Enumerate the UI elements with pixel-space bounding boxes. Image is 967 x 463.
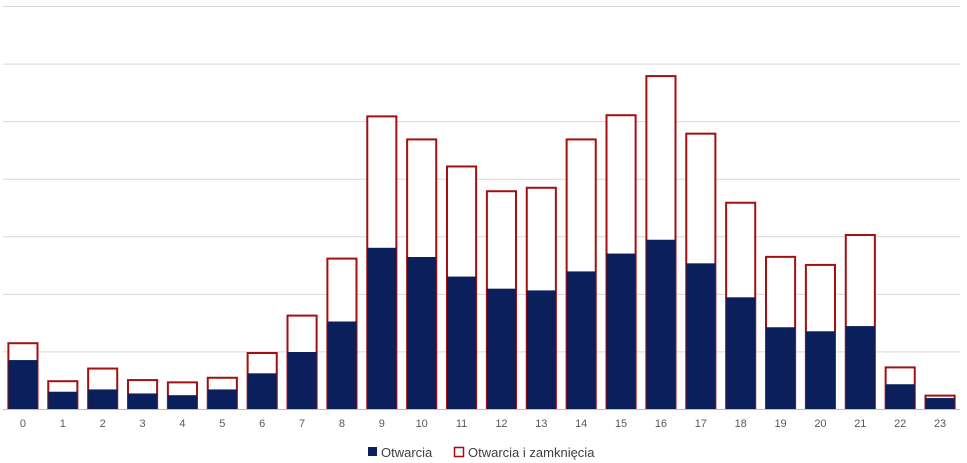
x-tick-label: 9 <box>379 418 385 430</box>
x-tick-label: 15 <box>615 418 627 430</box>
legend-label-otwarcia-i-zamkniecia: Otwarcia i zamknięcia <box>468 445 595 460</box>
x-tick-label: 13 <box>535 418 547 430</box>
x-tick-label: 18 <box>735 418 747 430</box>
bar-otwarcia <box>646 239 676 409</box>
bar-otwarcia <box>88 389 118 409</box>
bar-otwarcia <box>367 247 397 409</box>
bar-otwarcia <box>8 360 38 409</box>
x-tick-label: 10 <box>416 418 428 430</box>
gridlines <box>3 6 960 353</box>
bar-otwarcia <box>925 398 955 409</box>
bar-otwarcia <box>167 395 197 409</box>
x-tick-label: 4 <box>179 418 185 430</box>
x-tick-label: 16 <box>655 418 667 430</box>
bar-otwarcia <box>805 331 835 409</box>
bar-otwarcia <box>726 297 756 409</box>
legend-label-otwarcia: Otwarcia <box>381 445 433 460</box>
bar-otwarcia <box>447 276 477 409</box>
bar-otwarcia <box>407 257 437 409</box>
bar-otwarcia <box>486 288 516 409</box>
series-otwarcia <box>8 239 955 409</box>
x-tick-labels: 0 1 2 3 4 5 6 7 8 9 10 11 12 13 14 15 16 17 18 19 20 21 22 23 <box>20 418 946 430</box>
x-tick-label: 8 <box>339 418 345 430</box>
x-tick-label: 7 <box>299 418 305 430</box>
x-tick-label: 19 <box>774 418 786 430</box>
bar-otwarcia <box>766 327 796 409</box>
x-tick-label: 14 <box>575 418 587 430</box>
x-tick-label: 21 <box>854 418 866 430</box>
x-tick-label: 5 <box>219 418 225 430</box>
x-tick-label: 17 <box>695 418 707 430</box>
bar-otwarcia <box>606 253 636 409</box>
bar-otwarcia <box>207 389 237 409</box>
x-tick-label: 23 <box>934 418 946 430</box>
legend-swatch-otwarcia-i-zamkniecia <box>453 446 465 458</box>
x-tick-label: 2 <box>100 418 106 430</box>
bar-otwarcia <box>845 326 875 409</box>
bar-otwarcia <box>327 321 357 409</box>
bar-otwarcia <box>566 271 596 409</box>
bar-otwarcia <box>885 384 915 409</box>
bar-otwarcia <box>48 391 78 409</box>
x-tick-label: 0 <box>20 418 26 430</box>
bar-otwarcia <box>287 352 317 409</box>
x-tick-label: 20 <box>814 418 826 430</box>
bar-otwarcia <box>686 263 716 409</box>
x-tick-label: 6 <box>259 418 265 430</box>
x-tick-label: 12 <box>495 418 507 430</box>
legend: Otwarcia Otwarcia i zamknięcia <box>368 445 595 460</box>
x-tick-label: 1 <box>60 418 66 430</box>
legend-swatch-otwarcia <box>368 447 377 456</box>
x-tick-label: 11 <box>456 418 467 430</box>
x-tick-label: 3 <box>140 418 146 430</box>
x-tick-label: 22 <box>894 418 906 430</box>
bar-otwarcia <box>247 373 277 409</box>
bar-otwarcia <box>128 393 158 409</box>
bar-otwarcia <box>526 290 556 409</box>
